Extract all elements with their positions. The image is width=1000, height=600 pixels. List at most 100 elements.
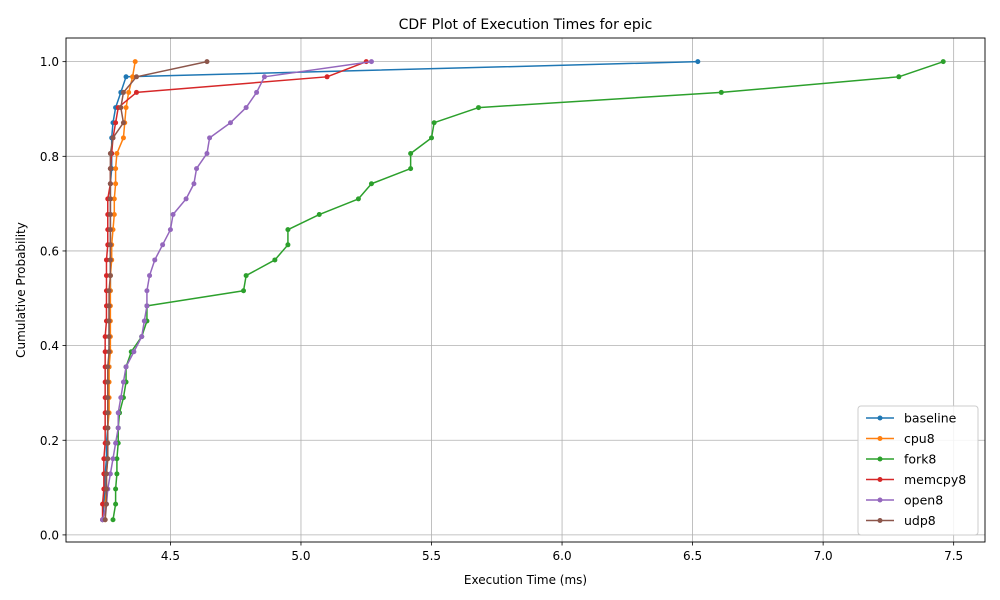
data-point	[113, 486, 119, 492]
data-point	[324, 74, 330, 80]
grid-layer	[66, 38, 985, 542]
y-tick-label: 1.0	[40, 55, 59, 69]
x-axis-label: Execution Time (ms)	[464, 573, 587, 587]
data-point	[285, 242, 291, 248]
data-point	[107, 273, 113, 279]
data-point	[106, 288, 112, 294]
legend: baseline cpu8 fork8 memcpy8 open8 udp8	[857, 405, 979, 536]
data-point	[194, 166, 200, 172]
data-point	[118, 395, 124, 401]
legend-marker	[877, 477, 883, 482]
data-point	[355, 196, 361, 202]
data-point	[130, 74, 136, 80]
data-point	[115, 410, 121, 416]
data-point	[120, 89, 126, 95]
legend-label: udp8	[904, 513, 936, 528]
data-point	[120, 135, 126, 141]
x-tick-label: 6.0	[553, 549, 572, 563]
data-point	[110, 456, 116, 462]
data-point	[133, 74, 139, 80]
data-point	[227, 120, 233, 126]
data-point	[103, 257, 109, 263]
legend-item-fork8: fork8	[866, 452, 936, 467]
data-point	[123, 105, 129, 111]
legend-item-baseline: baseline	[866, 411, 957, 426]
data-point	[107, 471, 113, 477]
data-point	[113, 501, 119, 507]
data-point	[254, 89, 260, 95]
data-point	[107, 166, 113, 172]
x-tick-label: 5.0	[291, 549, 310, 563]
data-point	[285, 227, 291, 233]
series-layer	[100, 59, 946, 523]
data-point	[107, 150, 113, 156]
data-point	[316, 212, 322, 218]
x-tick-label: 5.5	[422, 549, 441, 563]
y-tick-label: 0.8	[40, 150, 59, 164]
series-open8	[100, 59, 374, 523]
data-point	[243, 105, 249, 111]
data-point	[243, 273, 249, 279]
data-point	[123, 364, 129, 370]
data-point	[106, 318, 112, 324]
data-point	[105, 395, 111, 401]
data-point	[204, 59, 210, 65]
data-point	[105, 410, 111, 416]
data-point	[105, 456, 111, 462]
data-point	[126, 89, 132, 95]
data-point	[207, 135, 213, 141]
data-point	[100, 501, 106, 507]
data-point	[695, 59, 701, 65]
legend-label: cpu8	[904, 431, 935, 446]
data-point	[106, 334, 112, 340]
data-point	[408, 150, 414, 156]
legend-label: open8	[904, 493, 943, 508]
data-point	[111, 212, 117, 218]
data-point	[105, 440, 111, 446]
y-tick-label: 0.0	[40, 528, 59, 542]
data-point	[132, 59, 138, 65]
data-point	[144, 303, 150, 309]
plot-frame	[65, 37, 986, 543]
x-tick-label: 4.5	[161, 549, 180, 563]
data-point	[170, 212, 176, 218]
data-point	[160, 242, 166, 248]
data-point	[141, 318, 147, 324]
data-point	[113, 166, 119, 172]
data-point	[107, 196, 113, 202]
legend-marker	[877, 518, 883, 523]
data-point	[105, 364, 111, 370]
data-point	[261, 74, 267, 80]
x-axis-ticks: 4.5 5.0 5.5 6.0 6.5 7.0 7.5	[161, 542, 963, 563]
data-point	[131, 349, 137, 355]
data-point	[110, 517, 116, 523]
data-point	[107, 227, 113, 233]
data-point	[107, 212, 113, 218]
data-point	[114, 150, 120, 156]
x-tick-label: 7.5	[944, 549, 963, 563]
data-point	[120, 379, 126, 385]
data-point	[102, 517, 108, 523]
data-point	[113, 181, 119, 187]
legend-marker	[877, 436, 883, 441]
legend-marker	[877, 456, 883, 462]
legend-item-open8: open8	[866, 493, 943, 508]
data-point	[167, 227, 173, 233]
data-point	[718, 89, 724, 95]
data-point	[102, 334, 108, 340]
legend-label: fork8	[904, 452, 936, 467]
x-tick-label: 6.5	[683, 549, 702, 563]
data-point	[368, 59, 374, 65]
data-point	[103, 471, 109, 477]
data-point	[476, 105, 482, 111]
legend-marker	[877, 415, 883, 421]
data-point	[120, 120, 126, 126]
legend-item-udp8: udp8	[866, 513, 936, 528]
y-axis-ticks: 0.0 0.2 0.4 0.6 0.8 1.0	[40, 55, 66, 542]
data-point	[107, 181, 113, 187]
y-axis-label: Cumulative Probability	[14, 222, 28, 358]
legend-marker	[877, 497, 883, 503]
data-point	[103, 273, 109, 279]
data-point	[111, 196, 117, 202]
data-point	[940, 59, 946, 65]
